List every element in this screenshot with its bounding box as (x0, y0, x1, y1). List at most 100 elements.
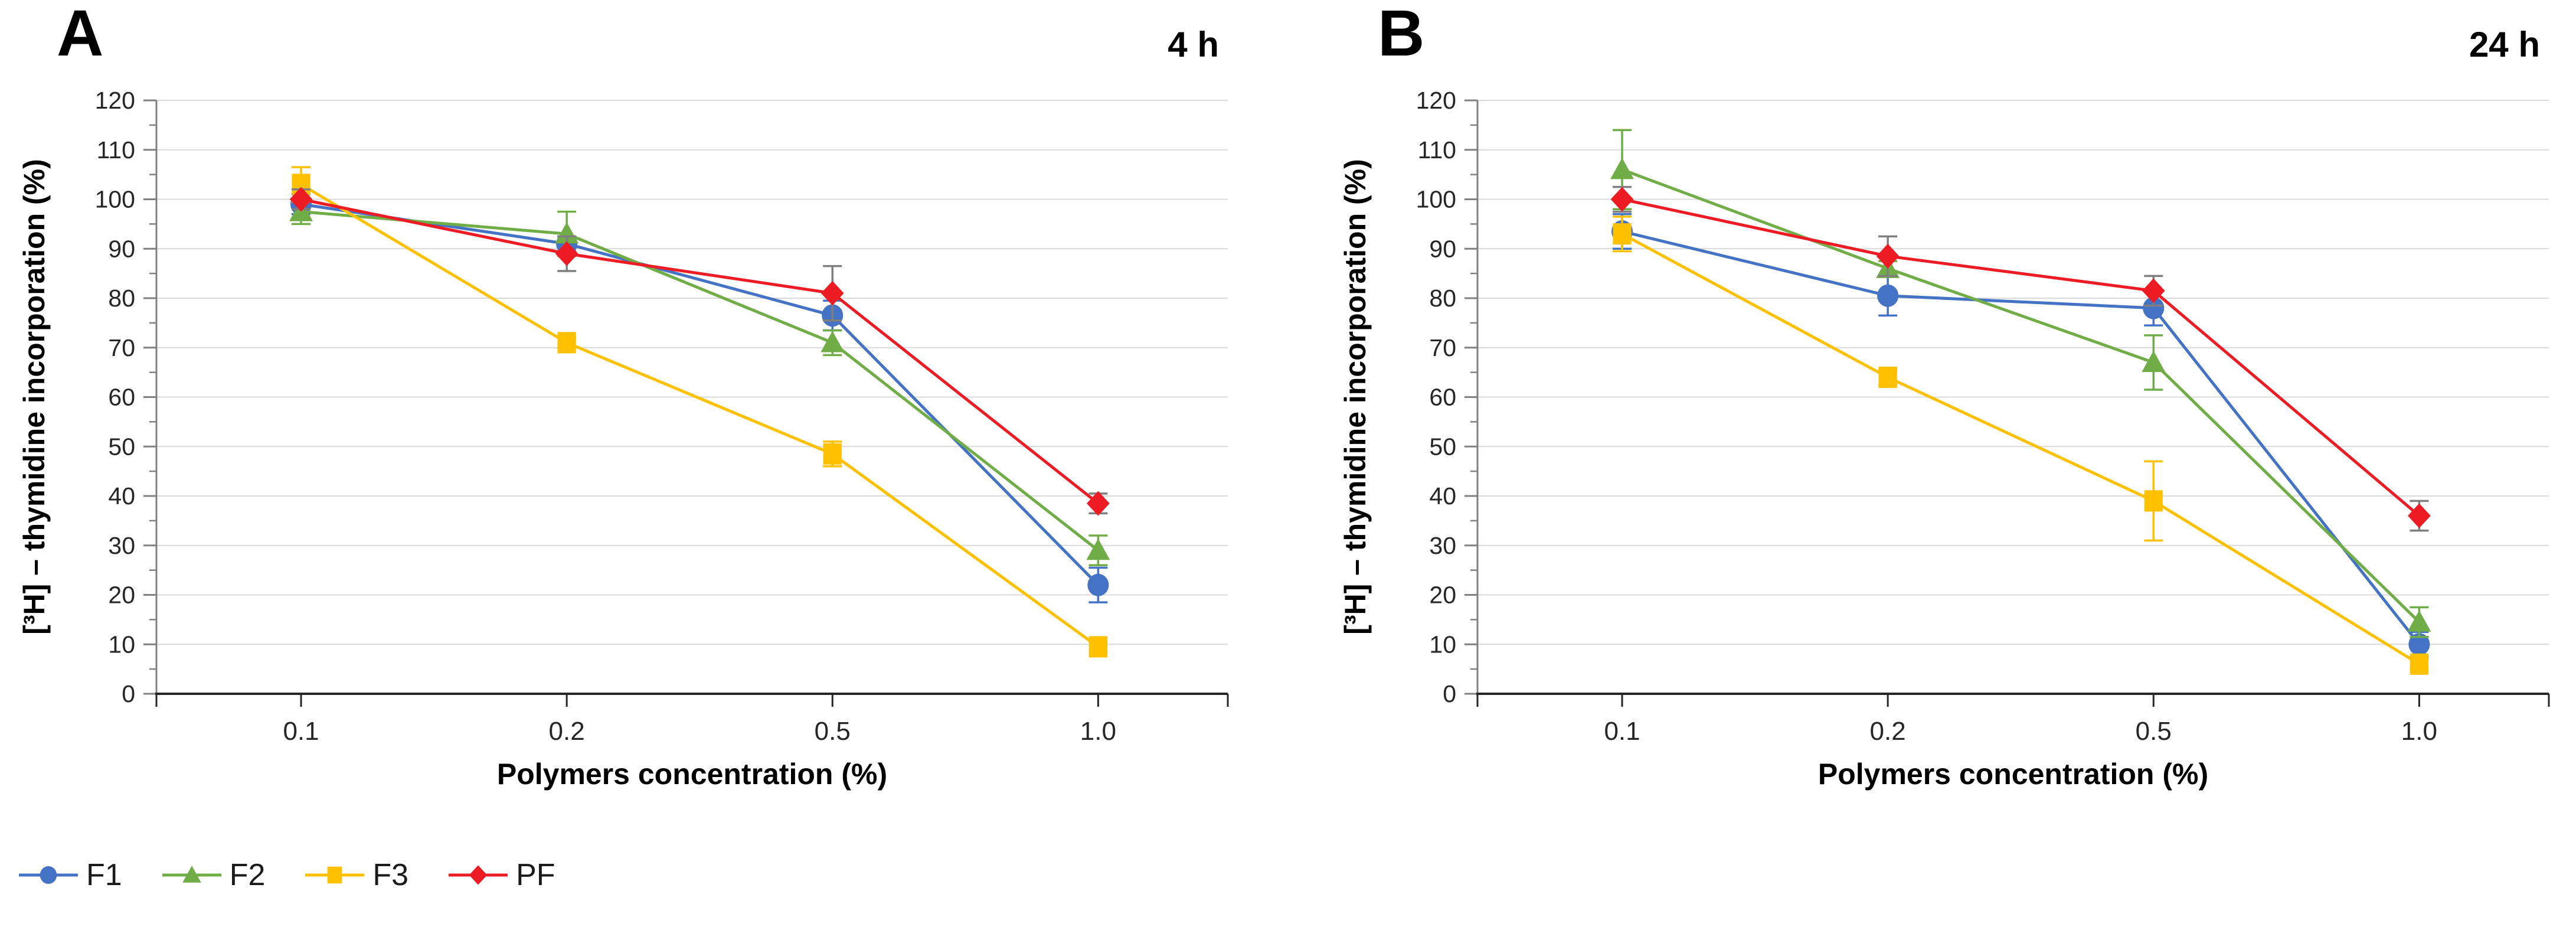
data-point-F2-triangle-marker (1086, 538, 1110, 560)
legend-key-circle-marker (40, 866, 57, 884)
series-line-F2 (1622, 168, 2421, 624)
series-line-F1 (300, 203, 1100, 586)
data-point-PF-diamond-marker (2408, 503, 2431, 528)
y-tick-label: 50 (108, 433, 135, 460)
legend-key-square-marker (328, 866, 342, 884)
chart-panel-b: 0 10 20 30 40 50 60 70 80 90 100 110 120 0.1 0.2 0.5 1.0 (1416, 87, 2550, 746)
x-tick-label: 1.0 (2401, 717, 2437, 746)
legend-item-F3: F3 (304, 857, 408, 893)
series-line-F1 (1622, 230, 2421, 645)
y-tick-label: 70 (108, 334, 135, 361)
data-point-F3-square-marker (823, 443, 842, 465)
panel-b-time-label: 24 h (2469, 25, 2540, 64)
data-point-F3-square-marker (2410, 653, 2428, 675)
data-point-PF-diamond-marker (1876, 243, 1900, 269)
series-F2 (1610, 129, 2431, 638)
series-PF (289, 187, 1110, 516)
y-tick-label: 50 (1429, 433, 1456, 460)
data-point-F3-square-marker (557, 332, 576, 354)
y-tick-label: 100 (95, 186, 135, 213)
series-line-F3 (1621, 232, 2420, 665)
y-tick-label: 80 (1429, 285, 1456, 312)
y-tick-label: 10 (108, 631, 135, 658)
series-line-PF (300, 198, 1099, 505)
data-point-F2-triangle-marker (2142, 350, 2166, 373)
y-tick-label: 60 (108, 384, 135, 411)
legend-item-PF: PF (447, 857, 555, 893)
panel-a-letter: A (57, 0, 104, 70)
legend-key-triangle-marker (182, 866, 201, 883)
y-tick-label: 90 (108, 235, 135, 262)
panel-b-x-axis-title: Polymers concentration (%) (1817, 758, 2209, 791)
panel-b-letter: B (1378, 0, 1425, 70)
series-line-F2 (300, 210, 1099, 552)
y-tick-label: 30 (1429, 532, 1456, 559)
legend-item-F2: F2 (161, 857, 266, 893)
data-point-F2-triangle-marker (1610, 158, 1634, 179)
data-point-F2-triangle-marker (555, 222, 579, 244)
data-point-PF-diamond-marker (1087, 491, 1110, 516)
x-tick-label: 0.2 (549, 717, 585, 746)
y-tick-label: 10 (1429, 631, 1456, 658)
x-tick-label: 0.2 (1870, 717, 1906, 746)
y-tick-label: 110 (97, 136, 135, 164)
x-tick-label: 1.0 (1080, 717, 1116, 746)
series-F3 (1613, 216, 2429, 675)
panel-a: A 4 h [³H] – thymidine incorporation (%)… (0, 0, 1255, 940)
legend-key-diamond-marker (469, 865, 488, 885)
data-point-PF-diamond-marker (2142, 278, 2165, 303)
data-point-PF-diamond-marker (820, 280, 844, 306)
data-point-PF-diamond-marker (289, 187, 313, 212)
chart-panel-a: 0 10 20 30 40 50 60 70 80 90 100 110 120 0.1 0.2 0.5 1.0 (95, 87, 1229, 746)
legend-item-label: F3 (372, 858, 409, 892)
data-point-F3-square-marker (2144, 490, 2163, 512)
x-tick-label: 0.1 (283, 717, 319, 746)
x-tick-label: 0.5 (2136, 717, 2172, 746)
data-point-F2-triangle-marker (2407, 610, 2431, 632)
y-tick-label: 20 (108, 582, 135, 609)
data-point-F1-circle-marker (1087, 573, 1109, 596)
x-tick-label: 0.1 (1604, 717, 1640, 746)
data-point-F1-circle-marker (1877, 284, 1899, 307)
data-point-PF-diamond-marker (555, 241, 578, 266)
y-tick-label: 0 (1443, 680, 1456, 707)
y-tick-label: 60 (1429, 384, 1456, 411)
y-tick-label: 110 (1418, 136, 1456, 164)
legend-item-F1: F1 (18, 857, 122, 893)
data-point-PF-diamond-marker (1610, 187, 1634, 212)
y-tick-label: 20 (1429, 582, 1456, 609)
panel-a-x-axis-title: Polymers concentration (%) (496, 758, 888, 791)
panel-a-time-label: 4 h (1168, 25, 1219, 64)
legend-item-label: PF (516, 858, 555, 892)
data-point-F2-triangle-marker (820, 331, 845, 352)
data-point-F3-square-marker (1088, 636, 1107, 658)
legend: F1 F2 F3 PF (18, 857, 555, 893)
series-line-PF (1622, 198, 2421, 517)
legend-item-label: F1 (86, 858, 122, 892)
y-tick-label: 40 (108, 482, 135, 510)
triangle-legend-key-icon (162, 866, 221, 883)
panel-b: B 24 h [³H] – thymidine incorporation (%… (1321, 0, 2576, 940)
y-tick-label: 40 (1429, 482, 1456, 510)
y-tick-label: 90 (1429, 235, 1456, 262)
series-line-F3 (300, 183, 1099, 648)
y-tick-label: 30 (108, 532, 135, 559)
data-point-F3-square-marker (1878, 366, 1897, 389)
data-point-F1-circle-marker (2408, 633, 2430, 656)
series-F2 (289, 198, 1110, 566)
series-PF (1610, 185, 2431, 532)
series-F1 (1611, 213, 2430, 658)
y-tick-label: 80 (108, 285, 135, 312)
square-legend-key-icon (305, 866, 365, 884)
x-tick-label: 0.5 (815, 717, 851, 746)
y-tick-label: 120 (1416, 87, 1456, 114)
y-tick-label: 120 (95, 87, 135, 114)
data-point-F1-circle-marker (2143, 296, 2165, 319)
diamond-legend-key-icon (449, 865, 508, 885)
y-tick-label: 100 (1416, 186, 1456, 213)
y-tick-label: 0 (122, 680, 135, 707)
legend-item-label: F2 (229, 858, 266, 892)
data-point-F3-square-marker (1613, 223, 1632, 245)
y-tick-label: 70 (1429, 334, 1456, 361)
